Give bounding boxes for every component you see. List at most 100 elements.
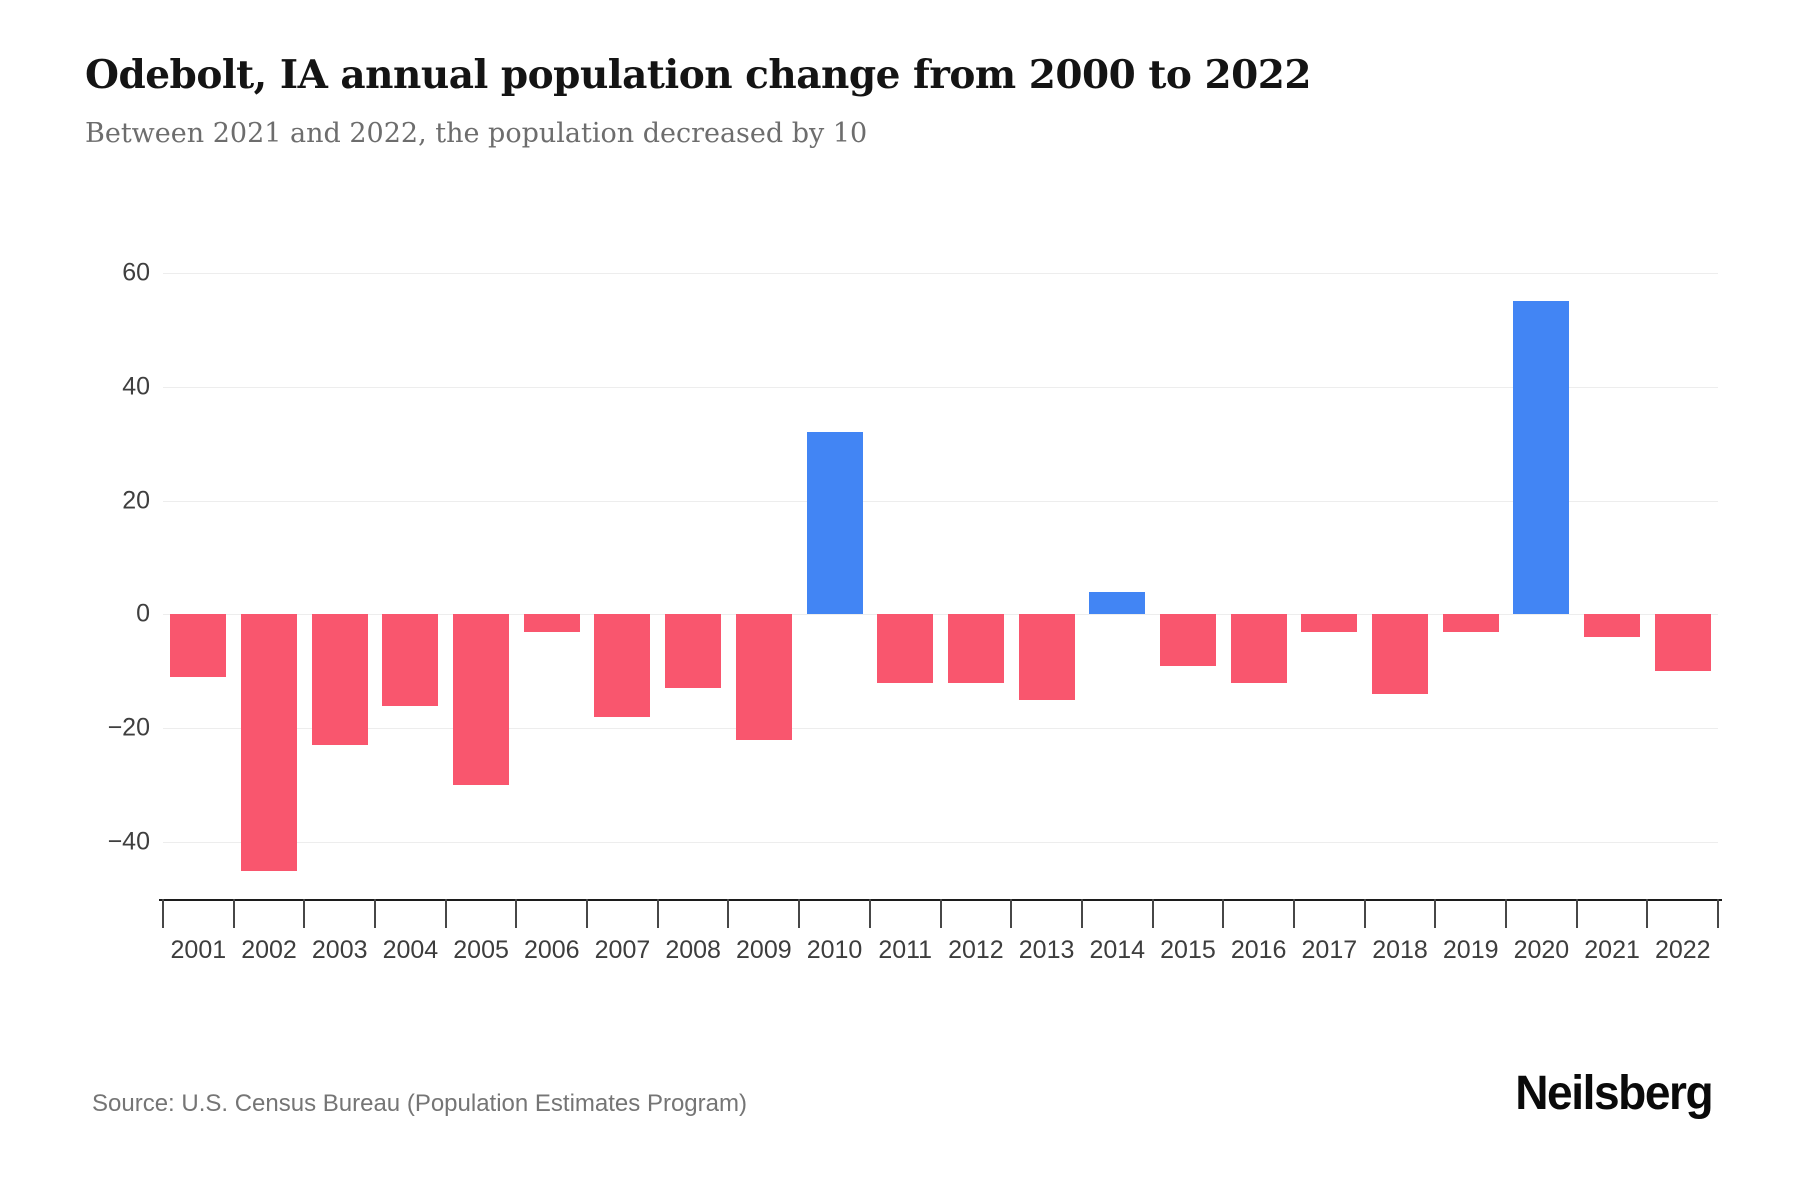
x-axis-label: 2001	[170, 936, 227, 964]
x-axis-label: 2013	[1018, 936, 1075, 964]
x-axis-label: 2022	[1654, 936, 1711, 964]
x-axis-label: 2008	[665, 936, 721, 964]
plot-area	[159, 273, 1722, 901]
bar-2004[interactable]	[382, 614, 439, 706]
bar-2008[interactable]	[665, 614, 722, 689]
bar-2015[interactable]	[1159, 614, 1216, 666]
neilsberg-logo: Neilsberg	[1514, 1067, 1713, 1120]
x-axis-tick	[1151, 899, 1154, 928]
bar-2019[interactable]	[1442, 614, 1499, 632]
x-axis-tick	[1010, 899, 1013, 928]
bar-2002[interactable]	[241, 614, 298, 871]
x-axis-tick	[1222, 899, 1225, 928]
x-axis-label: 2004	[382, 936, 439, 964]
bar-column	[941, 273, 1012, 899]
bar-column	[1435, 273, 1506, 899]
x-axis-tick	[1646, 899, 1649, 928]
chart-subtitle: Between 2021 and 2022, the population de…	[85, 118, 868, 149]
x-axis-tick	[868, 899, 871, 928]
x-axis-label: 2016	[1230, 936, 1287, 964]
bar-column	[516, 273, 587, 899]
bar-column	[1365, 273, 1436, 899]
gridline	[163, 614, 1718, 616]
y-axis: 60 40 20 0 −20 −40	[55, 259, 150, 899]
bar-2012[interactable]	[947, 614, 1004, 683]
gridline	[163, 728, 1718, 730]
bar-column	[304, 273, 375, 899]
bar-2001[interactable]	[170, 614, 227, 678]
x-axis-label: 2019	[1442, 936, 1499, 964]
bar-column	[870, 273, 941, 899]
bar-2017[interactable]	[1301, 614, 1358, 632]
bar-2022[interactable]	[1654, 614, 1711, 672]
x-axis-label: 2007	[594, 936, 651, 964]
gridline	[163, 842, 1718, 844]
x-axis-tick	[1504, 899, 1507, 928]
x-axis-tick	[515, 899, 518, 928]
bar-2006[interactable]	[523, 614, 580, 632]
bar-column	[446, 273, 517, 899]
bar-column	[234, 273, 305, 899]
bar-2020[interactable]	[1513, 301, 1570, 615]
bar-2016[interactable]	[1230, 614, 1287, 683]
source-note: Source: U.S. Census Bureau (Population E…	[92, 1090, 747, 1117]
bar-2013[interactable]	[1018, 614, 1075, 700]
bar-2007[interactable]	[594, 614, 651, 717]
x-axis-label: 2017	[1301, 936, 1358, 964]
y-axis-label: 60	[122, 258, 150, 287]
bar-2018[interactable]	[1372, 614, 1429, 695]
bar-column	[729, 273, 800, 899]
bar-2005[interactable]	[453, 614, 510, 786]
x-axis-tick	[939, 899, 942, 928]
x-axis-label: 2012	[948, 936, 1004, 964]
bar-2009[interactable]	[735, 614, 792, 740]
x-axis-label: 2018	[1372, 936, 1428, 964]
bar-2021[interactable]	[1584, 614, 1641, 638]
bar-column	[1577, 273, 1648, 899]
x-axis-label: 2014	[1089, 936, 1146, 964]
x-axis-label: 2011	[878, 936, 933, 964]
y-axis-label: 20	[122, 486, 150, 515]
bar-2014[interactable]	[1089, 591, 1146, 615]
x-axis-tick	[162, 899, 164, 928]
bar-series	[163, 273, 1718, 899]
x-axis-tick	[374, 899, 377, 928]
bar-column	[587, 273, 658, 899]
y-axis-label: −20	[107, 713, 150, 742]
gridline	[163, 273, 1718, 274]
bar-2011[interactable]	[877, 614, 934, 683]
x-axis-tick	[727, 899, 730, 928]
bar-column	[375, 273, 446, 899]
bar-column	[1294, 273, 1365, 899]
x-axis-labels: 2001 2002 2003 2004 2005 2006 2007 2008 2009 2010…	[163, 936, 1718, 965]
bar-column	[1647, 273, 1718, 899]
y-axis-label: −40	[107, 827, 150, 856]
x-axis-label: 2003	[311, 936, 368, 964]
x-axis-label: 2009	[736, 936, 792, 964]
bar-2010[interactable]	[806, 432, 863, 615]
x-axis-label: 2002	[241, 936, 297, 964]
chart-title: Odebolt, IA annual population change fro…	[85, 52, 1312, 98]
x-axis-label: 2020	[1513, 936, 1570, 964]
bar-column	[1506, 273, 1577, 899]
bar-column	[163, 273, 234, 899]
x-axis-label: 2005	[453, 936, 509, 964]
bar-column	[1223, 273, 1294, 899]
x-axis-tick	[1292, 899, 1295, 928]
x-axis-label: 2010	[806, 936, 863, 964]
y-axis-label: 40	[122, 372, 150, 401]
bar-2003[interactable]	[311, 614, 368, 746]
x-axis-tick	[444, 899, 447, 928]
bar-column	[1153, 273, 1224, 899]
bar-column	[1011, 273, 1082, 899]
x-axis-tick	[1363, 899, 1366, 928]
x-axis-tick	[586, 899, 589, 928]
x-axis-tick	[1080, 899, 1083, 928]
x-axis-label: 2015	[1160, 936, 1216, 964]
x-axis-label: 2006	[523, 936, 580, 964]
x-axis-tick	[303, 899, 306, 928]
x-axis-tick	[1717, 899, 1719, 928]
x-axis-tick	[798, 899, 801, 928]
x-axis-tick	[232, 899, 235, 928]
gridline	[163, 386, 1718, 388]
